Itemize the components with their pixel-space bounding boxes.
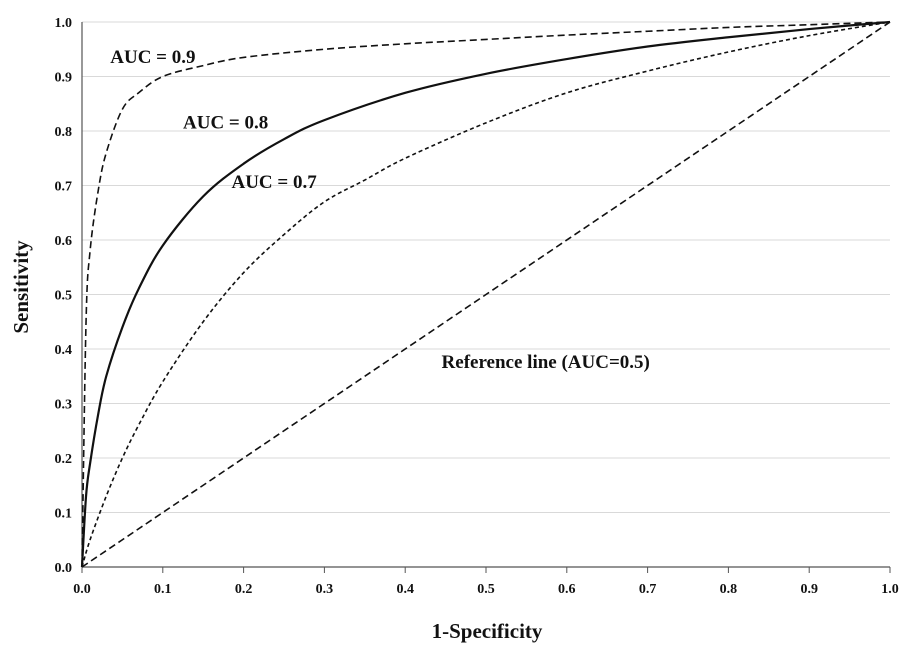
curve-annotation-4: Reference line (AUC=0.5): [442, 352, 650, 373]
x-tick-label: 0.4: [396, 582, 414, 597]
y-tick-label: 0.6: [55, 234, 73, 249]
y-tick-label: 0.4: [55, 343, 73, 358]
y-tick-label: 0.2: [55, 452, 73, 467]
y-tick-label: 0.7: [55, 180, 73, 195]
grid-lines: [82, 21, 890, 513]
y-tick-label: 0.9: [55, 71, 73, 86]
roc-curve-1: [81, 21, 891, 568]
x-axis-title: 1-Specificity: [432, 619, 543, 643]
y-axis-title: Sensitivity: [9, 240, 33, 334]
x-tick-label: 0.8: [720, 582, 738, 597]
roc-curve-3: [81, 21, 891, 568]
x-tick-label: 0.2: [235, 582, 253, 597]
x-tick-label: 0.5: [477, 582, 495, 597]
curve-annotation-1: AUC = 0.9: [110, 47, 195, 68]
y-tick-label: 1.0: [55, 16, 73, 31]
x-tick-labels: 0.0 0.1 0.2 0.3 0.4 0.5 0.6 0.7 0.8 0.9 1.0: [73, 582, 899, 597]
y-tick-label: 0.1: [55, 507, 73, 522]
x-tick-label: 0.0: [73, 582, 91, 597]
x-tick-label: 1.0: [881, 582, 899, 597]
y-tick-label: 0.0: [55, 561, 73, 576]
y-tick-label: 0.5: [55, 289, 73, 304]
roc-curve-2: [80, 20, 891, 568]
axes: [81, 22, 891, 573]
y-tick-labels: 0.0 0.1 0.2 0.3 0.4 0.5 0.6 0.7 0.8 0.9 1.0: [55, 16, 73, 576]
x-tick-label: 0.7: [639, 582, 657, 597]
curve-annotations: AUC = 0.9 AUC = 0.8 AUC = 0.7 Reference lin…: [110, 47, 650, 373]
y-tick-label: 0.3: [55, 398, 73, 413]
curve-annotation-2: AUC = 0.8: [183, 112, 268, 133]
x-tick-label: 0.1: [154, 582, 172, 597]
roc-curve-4: [81, 21, 891, 568]
x-tick-label: 0.6: [558, 582, 576, 597]
x-tick-label: 0.3: [316, 582, 334, 597]
x-tick-label: 0.9: [800, 582, 818, 597]
curve-annotation-3: AUC = 0.7: [231, 172, 317, 193]
y-tick-label: 0.8: [55, 125, 73, 140]
roc-curves: [80, 20, 891, 568]
